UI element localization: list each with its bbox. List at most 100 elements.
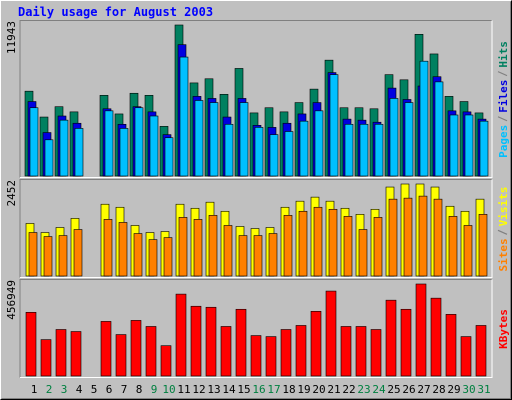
bar xyxy=(190,305,202,377)
legend-separator xyxy=(497,229,508,235)
bar xyxy=(310,310,322,377)
bar xyxy=(403,197,413,277)
bar xyxy=(44,139,54,177)
bar xyxy=(449,114,459,177)
plot-bevel-dark xyxy=(19,179,492,278)
bar xyxy=(343,216,353,277)
bar xyxy=(355,326,367,377)
bar xyxy=(389,98,399,177)
bar xyxy=(43,236,53,277)
x-tick-label: 22 xyxy=(342,383,355,396)
x-tick-label: 13 xyxy=(207,383,220,396)
bar xyxy=(460,336,472,377)
bar xyxy=(374,123,384,177)
bar xyxy=(235,308,247,377)
bar xyxy=(269,134,279,177)
x-tick-label: 5 xyxy=(91,383,98,396)
bar xyxy=(448,216,458,277)
bar xyxy=(250,335,262,377)
bar xyxy=(40,339,52,377)
x-tick-label: 3 xyxy=(61,383,68,396)
bar xyxy=(224,123,234,177)
bar xyxy=(209,102,219,177)
x-tick-label: 11 xyxy=(177,383,190,396)
x-tick-label: 30 xyxy=(462,383,475,396)
bar xyxy=(29,107,39,177)
plot-bevel-light xyxy=(20,279,493,378)
legend-label: KBytes xyxy=(497,309,510,349)
bar xyxy=(179,56,189,177)
bar xyxy=(419,60,429,177)
bar xyxy=(149,115,159,177)
bar xyxy=(344,123,354,177)
bar xyxy=(433,198,443,277)
bar xyxy=(445,314,457,377)
bar xyxy=(298,210,308,277)
x-tick-label: 20 xyxy=(312,383,325,396)
bar xyxy=(118,222,128,277)
bar xyxy=(178,217,188,277)
bar xyxy=(193,219,203,277)
bar xyxy=(145,326,157,377)
legend-label: Sites xyxy=(497,238,510,271)
bar xyxy=(55,329,67,377)
x-tick-label: 26 xyxy=(402,383,415,396)
bar xyxy=(404,102,414,177)
y-tick-label: 11943 xyxy=(5,21,18,54)
bar xyxy=(148,239,158,277)
x-tick-label: 7 xyxy=(121,383,128,396)
x-tick-label: 9 xyxy=(151,383,158,396)
plot-bevel-light xyxy=(20,179,493,278)
bar xyxy=(223,225,233,277)
x-tick-label: 1 xyxy=(31,383,38,396)
plot-bevel-light xyxy=(20,20,493,178)
bar xyxy=(163,237,173,277)
legend: Sites Visits xyxy=(497,187,510,272)
bar xyxy=(418,195,428,277)
legend-label: Files xyxy=(497,80,510,113)
bar xyxy=(479,120,489,177)
bar xyxy=(104,110,114,177)
bar xyxy=(254,127,264,177)
bar xyxy=(358,229,368,277)
bar xyxy=(160,345,172,377)
x-tick-label: 14 xyxy=(222,383,236,396)
legend-separator xyxy=(497,71,508,77)
bar xyxy=(299,120,309,177)
bar xyxy=(284,131,294,177)
bar xyxy=(74,128,84,177)
x-tick-label: 31 xyxy=(477,383,490,396)
bar xyxy=(359,123,369,177)
bar xyxy=(25,312,37,377)
bar xyxy=(194,100,204,177)
bar xyxy=(388,198,398,277)
bar xyxy=(434,81,444,177)
x-tick-label: 25 xyxy=(387,383,400,396)
x-tick-label: 23 xyxy=(357,383,370,396)
legend-label: Hits xyxy=(497,41,510,68)
bar xyxy=(134,107,144,177)
y-tick-label: 2452 xyxy=(5,180,18,207)
bar xyxy=(103,219,113,277)
bar xyxy=(329,74,339,177)
x-tick-label: 15 xyxy=(237,383,250,396)
bar xyxy=(130,320,142,377)
bar xyxy=(415,283,427,377)
x-tick-label: 2 xyxy=(46,383,53,396)
bar xyxy=(100,321,112,377)
legend-separator xyxy=(497,116,508,122)
bar xyxy=(119,128,129,177)
x-tick-label: 6 xyxy=(106,383,113,396)
x-tick-label: 17 xyxy=(267,383,280,396)
bar xyxy=(478,214,488,277)
bar xyxy=(205,306,217,377)
bar xyxy=(115,334,127,377)
x-tick-label: 29 xyxy=(447,383,460,396)
bar xyxy=(73,229,83,277)
bar xyxy=(430,297,442,377)
bar xyxy=(268,233,278,277)
legend-label: Pages xyxy=(497,125,510,158)
plot-bevel-dark xyxy=(19,279,492,378)
